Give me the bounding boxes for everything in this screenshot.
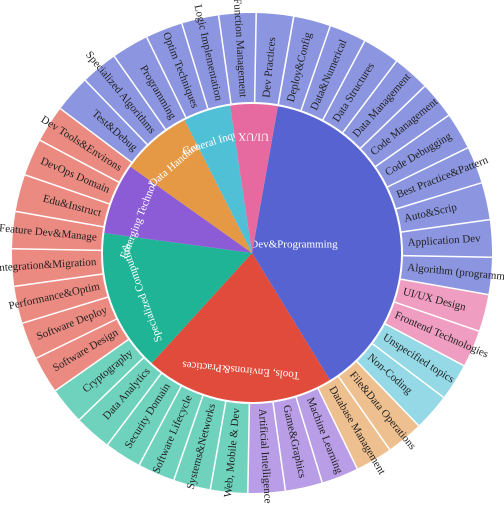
inner-label: UI/UX xyxy=(238,130,269,142)
sunburst-chart: Dev&ProgrammingTools, Environs&Practices… xyxy=(0,0,504,506)
inner-label: Dev&Programming xyxy=(250,239,338,251)
